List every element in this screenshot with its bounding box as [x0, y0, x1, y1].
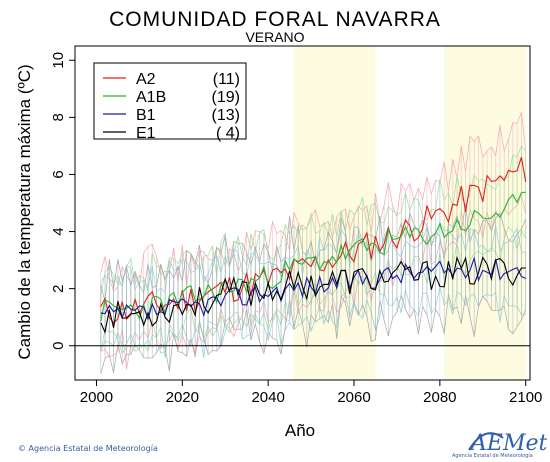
legend-count-b1: (13) [212, 107, 240, 124]
legend-label-a2: A2 [136, 71, 156, 88]
chart-subtitle: VERANO [245, 29, 305, 45]
highlight-period-1 [444, 46, 526, 380]
x-tick-label: 2060 [337, 389, 370, 406]
series-line-b1 [100, 256, 526, 321]
y-tick-label: 8 [50, 113, 67, 121]
band-upper [100, 203, 527, 302]
highlight-period-0 [293, 46, 376, 380]
x-tick-label: 2080 [423, 389, 456, 406]
y-tick-label: 6 [50, 170, 67, 178]
band-e1 [100, 203, 527, 374]
y-tick-label: 10 [50, 52, 67, 69]
x-tick-label: 2040 [251, 389, 284, 406]
band-upper [100, 145, 526, 297]
legend-count-e1: ( 4) [216, 125, 240, 142]
chart-title: COMUNIDAD FORAL NAVARRA [109, 8, 441, 31]
band-lower [100, 226, 527, 358]
series-line-a2 [100, 157, 527, 324]
legend-box [93, 62, 247, 140]
band-upper [100, 221, 526, 293]
aemet-logo: AEMet [468, 431, 547, 456]
x-tick-label: 2100 [509, 389, 542, 406]
legend-label-a1b: A1B [136, 89, 166, 106]
series-line-a1b [100, 191, 526, 322]
band-lower [100, 193, 527, 370]
series-lines [100, 157, 527, 335]
y-axis-ticks: 0 2 4 6 8 10 [50, 52, 75, 350]
plot-frame [74, 45, 531, 381]
x-axis-ticks: 2000 2020 2040 2060 2080 2100 [80, 380, 542, 406]
legend: A2 (11) A1B (19) B1 (13) E1 ( 4) [93, 62, 247, 142]
band-upper [100, 112, 527, 292]
logo-subtitle: Agencia Estatal de Meteorología [452, 453, 533, 459]
legend-count-a2: (11) [213, 71, 240, 88]
y-tick-label: 0 [50, 342, 67, 350]
highlight-periods [293, 46, 526, 380]
band-lower [100, 293, 527, 374]
x-axis-label: Año [285, 421, 315, 440]
legend-label-b1: B1 [136, 107, 156, 124]
y-tick-label: 4 [50, 227, 67, 235]
plot-frame-rect [74, 45, 531, 381]
x-tick-label: 2000 [80, 389, 113, 406]
y-axis-label: Cambio de la temperatura máxima (ºC) [15, 64, 34, 359]
x-tick-label: 2020 [166, 389, 199, 406]
series-line-e1 [100, 255, 526, 335]
y-tick-label: 2 [50, 284, 67, 292]
legend-label-e1: E1 [136, 125, 156, 142]
svg-text:AEMet: AEMet [469, 431, 547, 456]
legend-count-a1b: (19) [212, 89, 240, 106]
footer-credit: © Agencia Estatal de Meteorología [18, 444, 158, 453]
band-lower [100, 286, 526, 358]
